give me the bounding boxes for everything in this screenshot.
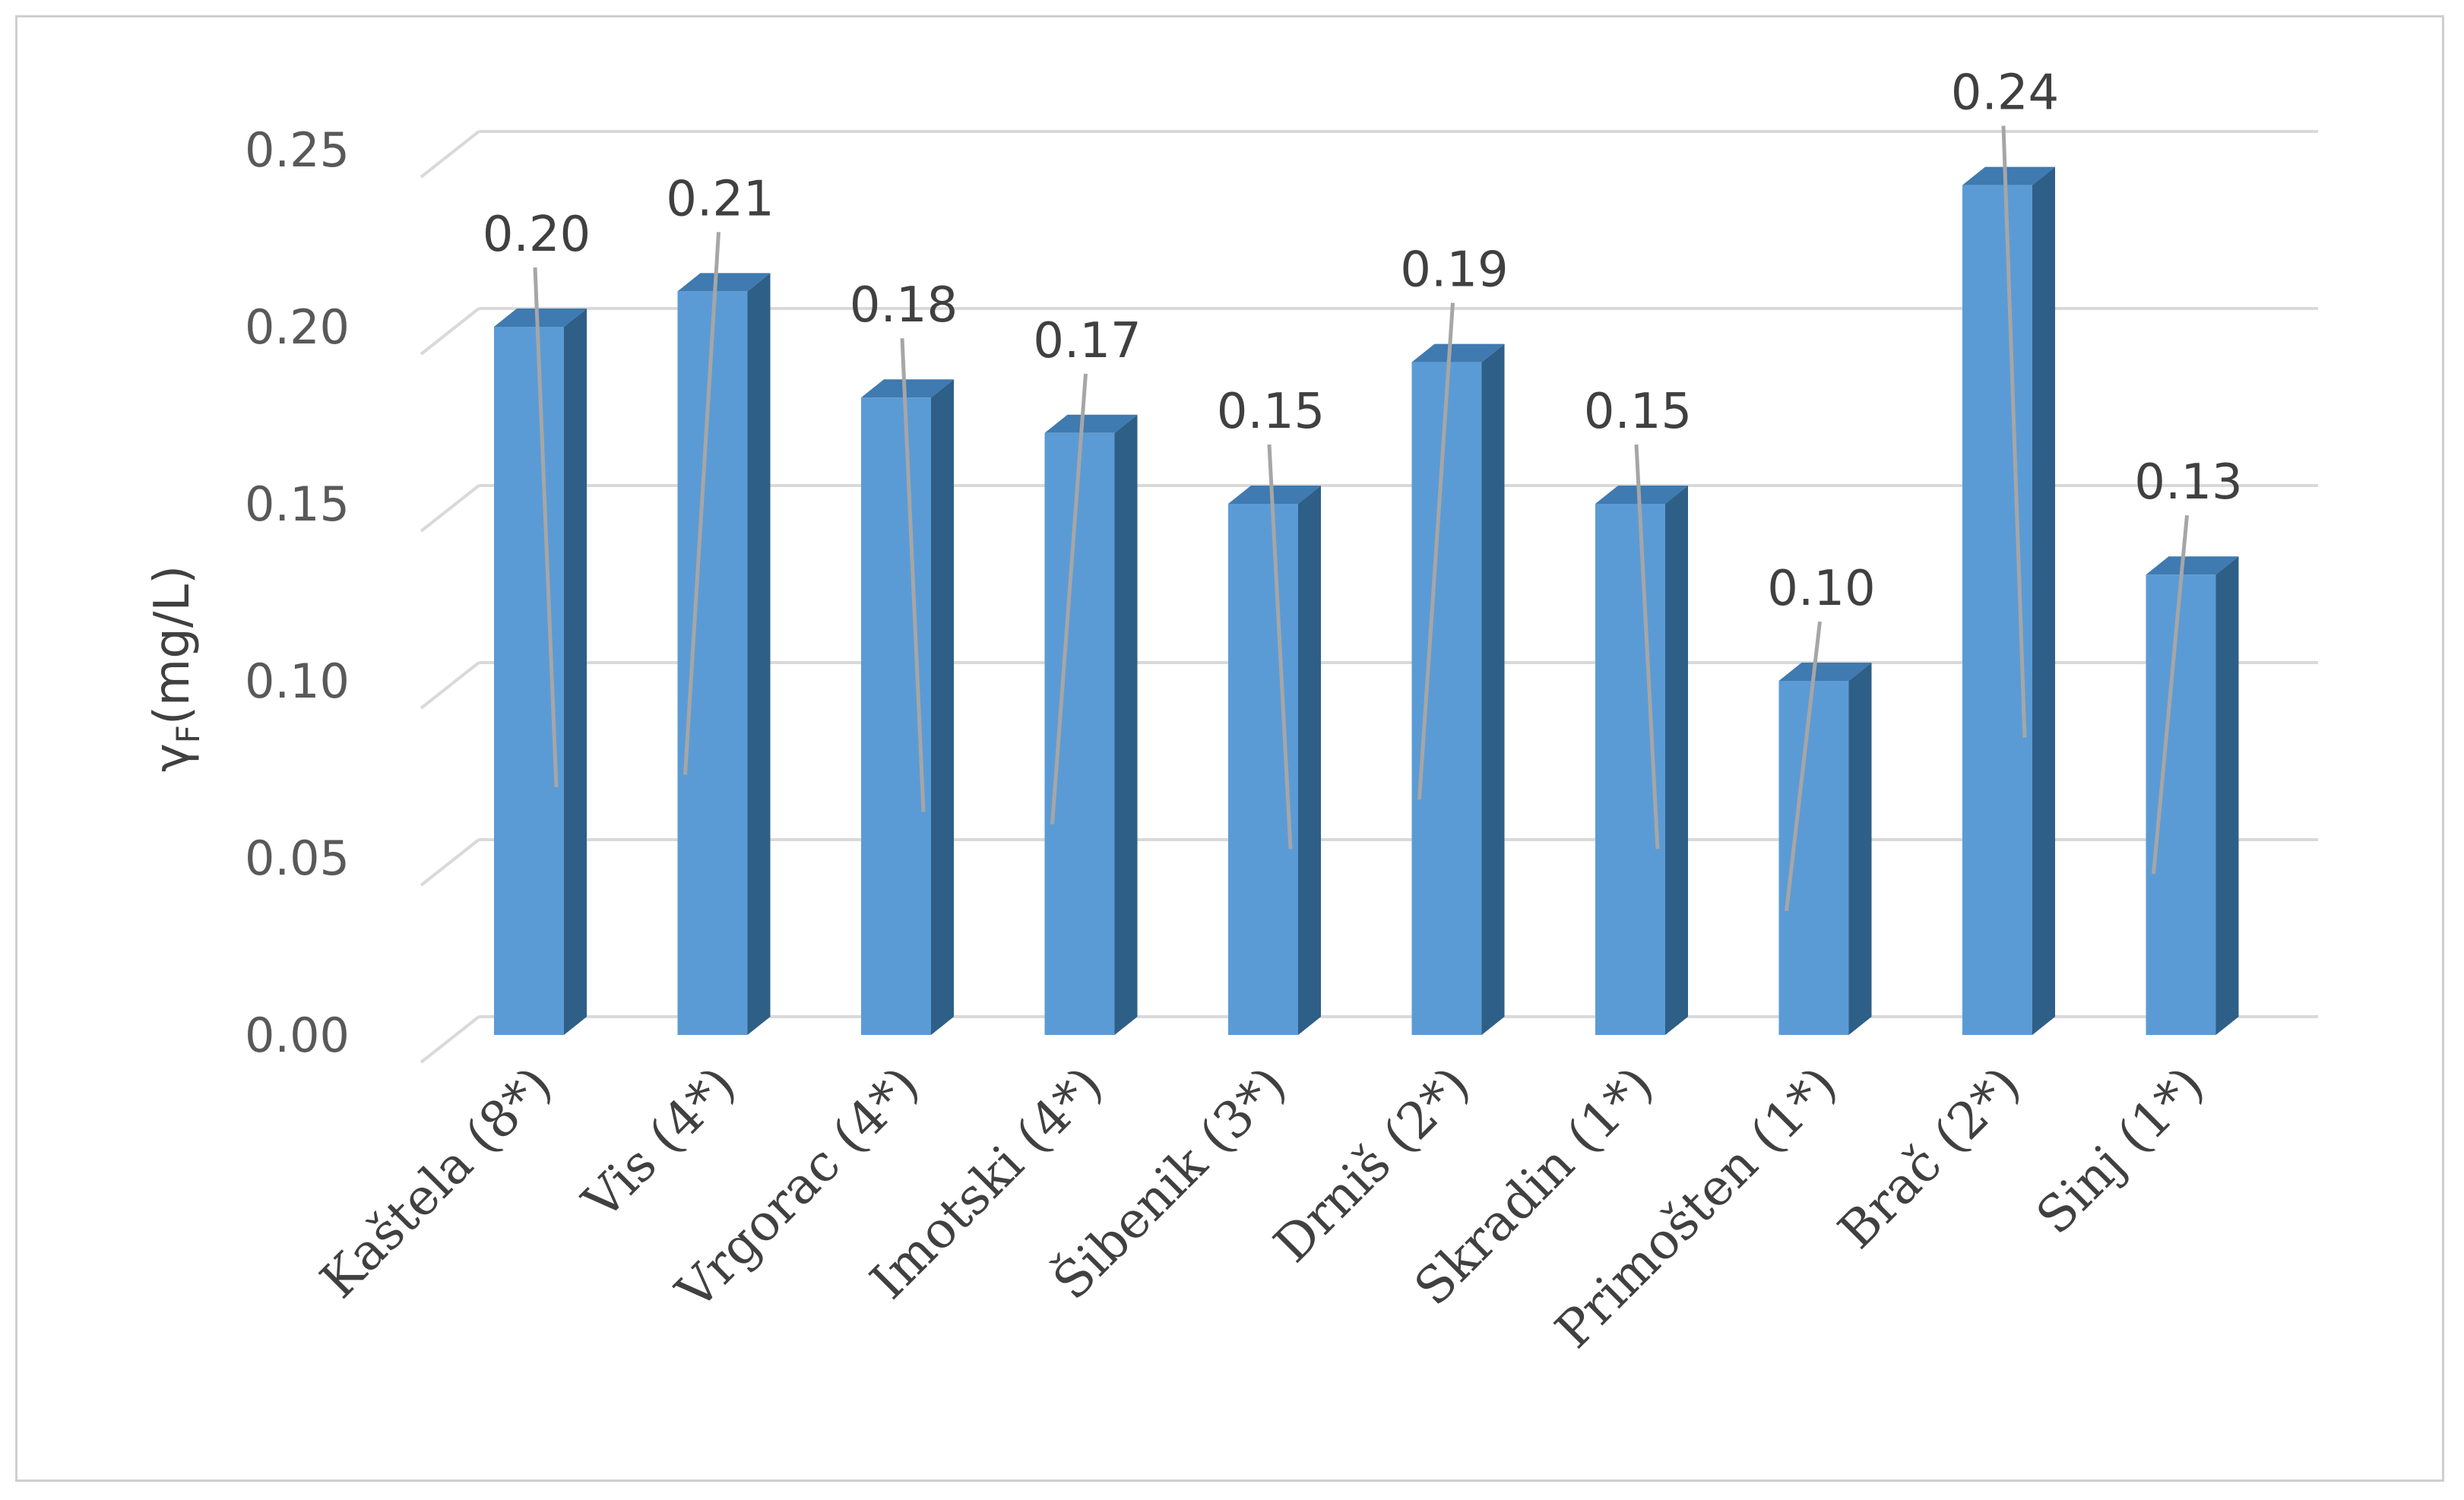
bar-side [931,379,954,1035]
gridline-diagonal [420,1015,480,1064]
data-label: 0.13 [2134,454,2243,511]
data-label: 0.18 [850,277,958,334]
data-label: 0.19 [1400,242,1509,299]
data-label: 0.17 [1033,313,1142,369]
data-label: 0.21 [666,171,774,227]
bar-side [2032,166,2055,1036]
bar [677,273,771,1035]
bar-top [1778,663,1872,681]
gridline-diagonal [420,838,480,887]
bar-front [2146,574,2216,1035]
leader-line [533,267,559,787]
bar-top [1595,486,1688,504]
y-tick-label: 0.20 [245,299,350,355]
leader-line [2001,125,2027,738]
category-label: Brač (2*) [1827,1055,2032,1260]
leader-line [1417,302,1455,800]
bar-side [564,309,587,1035]
gridline-diagonal [420,130,480,179]
bar-top [2146,556,2239,575]
bar-top [861,379,954,398]
gridline-diagonal [420,307,480,356]
bar-side [747,273,771,1035]
bar-front [677,291,748,1035]
bar-top [677,273,771,292]
data-label: 0.15 [1217,384,1325,440]
leader-line [900,338,926,812]
bar-side [1114,414,1138,1035]
category-label: Kaštela (8*) [309,1055,563,1309]
bar [2146,556,2239,1035]
bar-front [1044,432,1115,1035]
y-axis-ticks: 0.00 0.05 0.10 0.15 0.20 0.25 [245,122,350,1063]
bar-top [1228,486,1321,504]
y-tick-label: 0.05 [245,831,350,886]
bar-side [1665,486,1688,1035]
data-label: 0.15 [1584,384,1693,440]
leader-line [1050,373,1088,824]
bars [494,166,2239,1036]
bar [494,309,587,1035]
bar-side [1481,343,1505,1036]
y-tick-label: 0.15 [245,476,350,532]
bar-top [494,309,587,327]
bar-side [1298,486,1321,1035]
y-tick-label: 0.10 [245,653,350,709]
y-tick-label: 0.00 [245,1008,350,1063]
bar-side [2215,556,2239,1035]
y-axis-title: γF(mg/L) [144,565,207,772]
category-label: Sinj (1*) [2025,1055,2215,1245]
category-label: Vis (4*) [572,1055,747,1231]
leader-line [2152,514,2189,875]
data-label: 0.24 [1951,65,2060,122]
leader-lines [533,125,2189,912]
data-label: 0.20 [483,207,591,263]
y-tick-label: 0.25 [245,122,350,178]
bar [1778,663,1872,1035]
leader-line [1634,444,1660,850]
bar-front [1411,362,1482,1036]
category-labels: Kaštela (8*) Vis (4*)Vrgorac (4*)Imotski … [309,1055,2215,1359]
leader-line [1785,621,1822,912]
leader-line [1267,444,1293,850]
gridline-diagonal [420,661,480,710]
data-labels: 0.20 0.21 0.18 0.17 0.15 0.19 0.15 0.10 0.24 0.13 [483,65,2243,617]
leader-line [683,232,721,775]
bar-front [1778,681,1849,1035]
bar [1044,414,1138,1035]
bar-side [1848,663,1872,1035]
bar-top [1411,343,1505,362]
bar [1411,343,1505,1036]
gridline-diagonal [420,484,480,533]
bar-top [1962,166,2055,185]
bar-top [1044,414,1138,433]
data-label: 0.10 [1767,561,1876,617]
